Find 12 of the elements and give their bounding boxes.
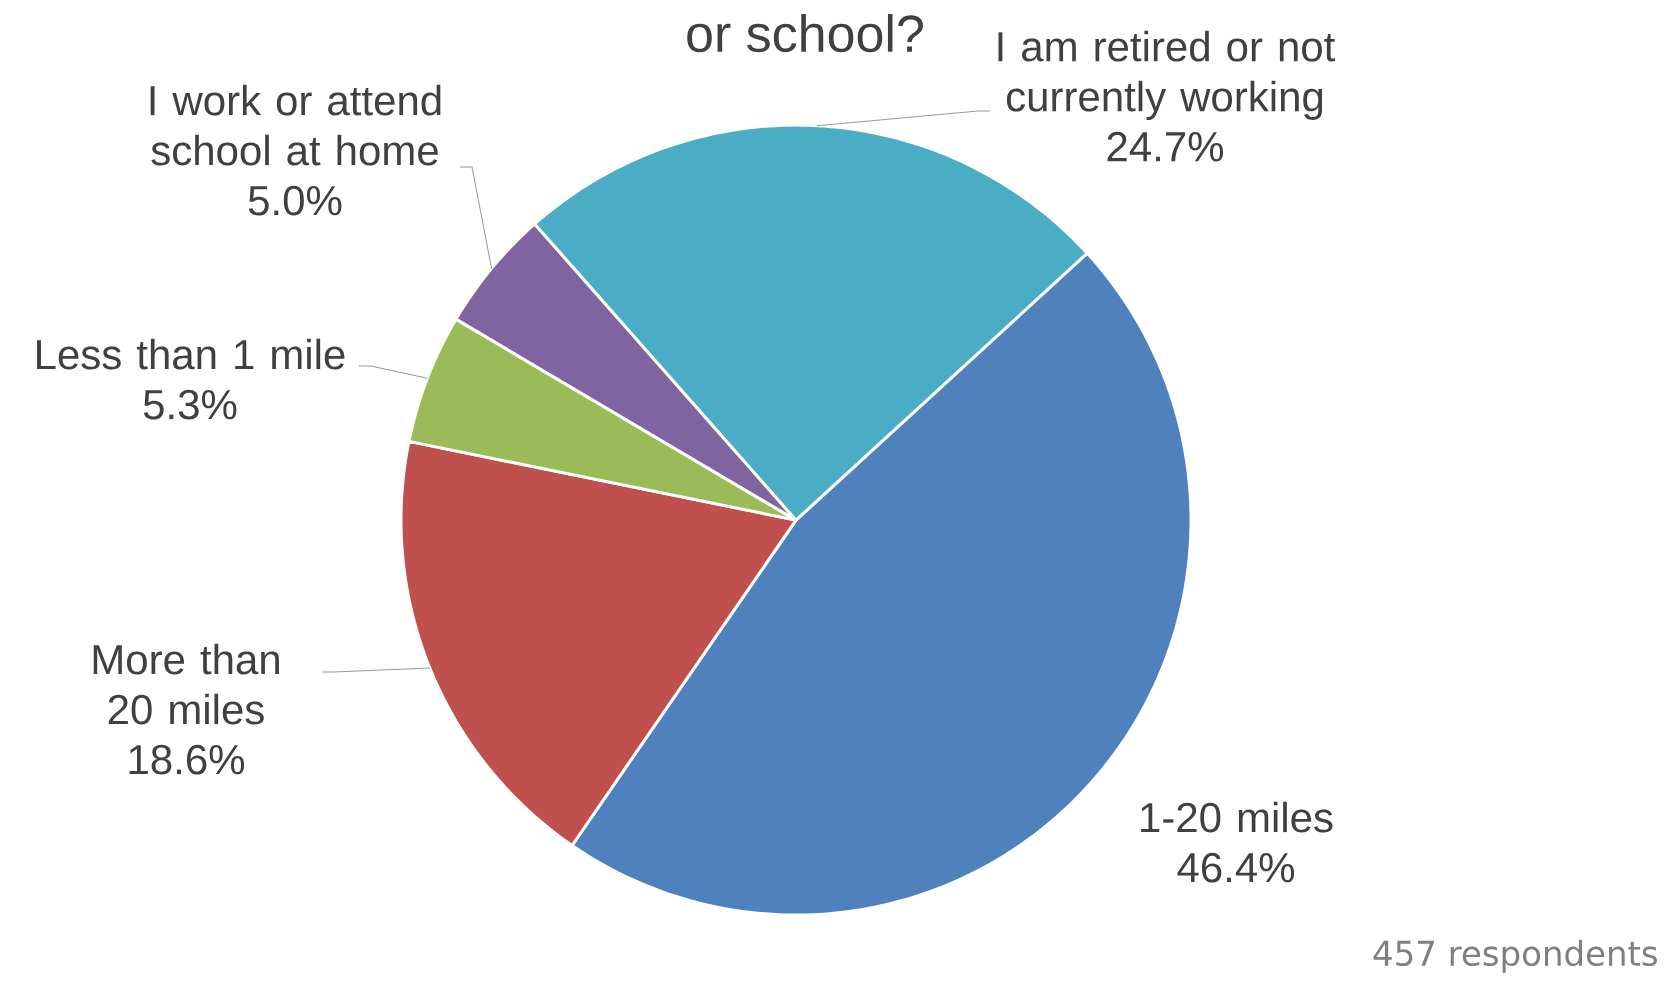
chart-title: or school? bbox=[687, 13, 923, 53]
text: 457 respondents bbox=[1373, 939, 1657, 973]
slice-label: 1-20 miles bbox=[1141, 801, 1333, 833]
data-label: 5.3% bbox=[143, 389, 237, 420]
slice-label: I am retired or not currently working bbox=[998, 30, 1336, 120]
slice-label: I work or attend school at home bbox=[150, 84, 441, 166]
data-label: 24.7% bbox=[1107, 131, 1224, 162]
slice-label: Less than 1 mile bbox=[37, 338, 345, 370]
data-label: 5.0% bbox=[248, 185, 342, 216]
data-label: 18.6% bbox=[129, 744, 245, 775]
slice-label: More than 20 miles bbox=[93, 643, 279, 725]
data-label: 46.4% bbox=[1177, 852, 1295, 883]
